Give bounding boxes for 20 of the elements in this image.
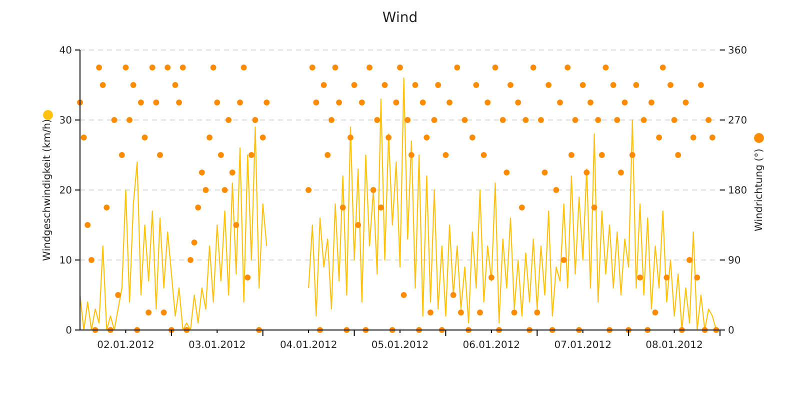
y-tick-label: 20 [59, 186, 72, 196]
y2-tick-label: 270 [728, 116, 748, 126]
y2-tick-label: 360 [728, 46, 748, 56]
y-tick-label: 30 [59, 116, 72, 126]
x-tick-label: 02.01.2012 [97, 340, 154, 351]
x-tick-label: 03.01.2012 [188, 340, 246, 351]
x-tick-label: 06.01.2012 [462, 340, 520, 351]
x-tick-label: 07.01.2012 [554, 340, 612, 351]
x-tick-label: 08.01.2012 [646, 340, 703, 351]
y2-tick-label: 180 [728, 186, 748, 196]
y-tick-label: 0 [66, 326, 72, 336]
y-axis-title: Windgeschwindigkeit (km/h) [42, 118, 53, 261]
chart-title: Wind [382, 10, 418, 26]
y2-tick-label: 90 [728, 256, 741, 266]
y-tick-label: 10 [59, 256, 72, 266]
y2-axis-title: Windrichtung (°) [754, 148, 765, 232]
y-tick-label: 40 [59, 46, 72, 56]
x-tick-label: 05.01.2012 [371, 340, 429, 351]
x-tick-label: 04.01.2012 [280, 340, 338, 351]
y2-tick-label: 0 [728, 326, 734, 336]
